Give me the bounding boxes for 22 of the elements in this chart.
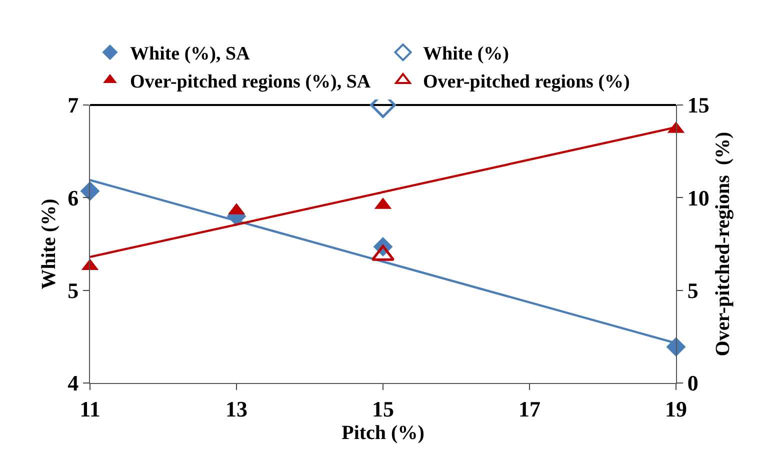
y-tick-label: 7 [68, 92, 79, 118]
y-tick-label: 5 [68, 278, 79, 304]
legend-label: Over-pitched regions (%) [423, 71, 630, 92]
point [80, 181, 100, 201]
x-axis-title: Pitch (%) [342, 422, 424, 444]
y2-tick-label: 10 [687, 185, 710, 210]
x-tick-label: 15 [372, 396, 394, 422]
x-tick-label: 11 [80, 396, 100, 422]
x-tick-label: 13 [226, 396, 248, 422]
y-tick-label: 6 [68, 185, 79, 210]
legend-label: White (%), SA [130, 44, 250, 65]
x-tick-label: 19 [665, 396, 687, 422]
legend-label: White (%) [423, 44, 510, 65]
legend-label: Over-pitched regions (%), SA [130, 71, 371, 92]
y2-tick-label: 5 [687, 278, 698, 304]
x-tick-label: 17 [518, 396, 540, 422]
y-tick-label: 4 [68, 370, 79, 396]
y2-axis-title: Over-pitched-regions (%) [712, 132, 734, 356]
y-axis-title: White (%) [38, 198, 60, 290]
point [666, 337, 686, 357]
y2-tick-label: 0 [687, 370, 698, 396]
y2-tick-label: 15 [687, 92, 710, 118]
